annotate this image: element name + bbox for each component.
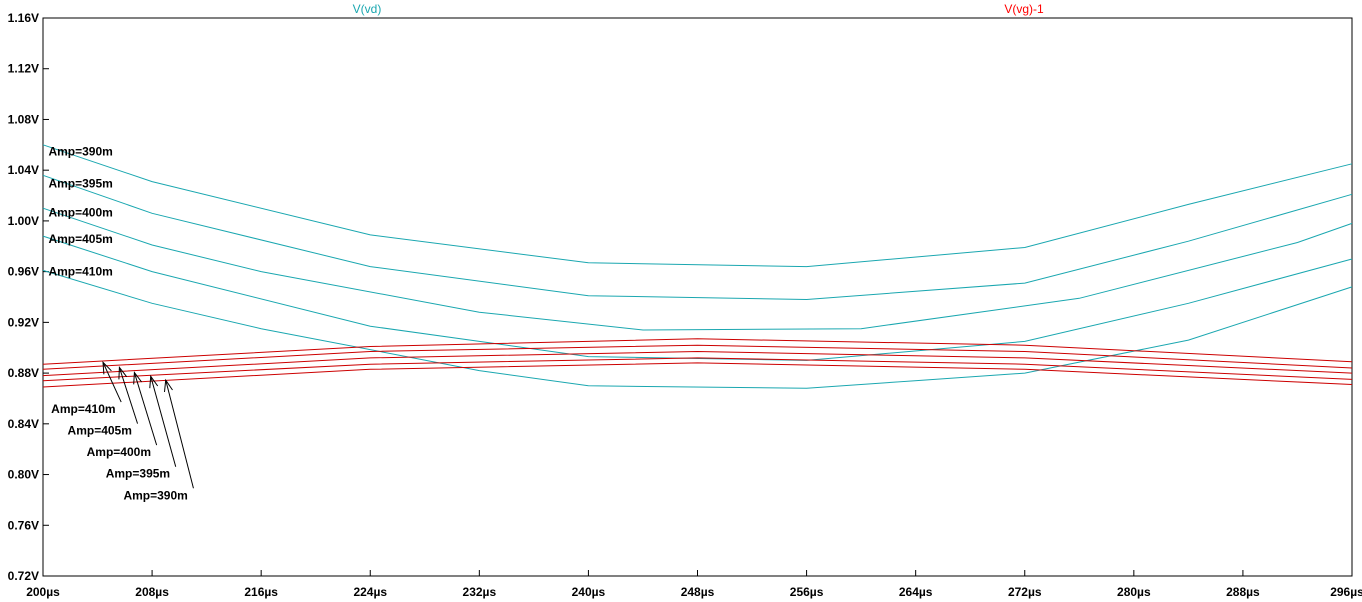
vd-amp-label: Amp=395m: [48, 176, 112, 190]
x-tick-label: 208µs: [135, 585, 169, 599]
y-tick-label: 1.04V: [8, 163, 39, 177]
annotation-arrow: [150, 376, 177, 467]
y-tick-label: 1.12V: [8, 62, 39, 76]
vd-amp-label: Amp=410m: [48, 264, 112, 278]
x-tick-label: 296µs: [1330, 585, 1362, 599]
series-layer: [42, 144, 1353, 389]
x-tick-label: 288µs: [1226, 585, 1260, 599]
y-tick-label: 1.00V: [8, 214, 39, 228]
vg-amp-label: Amp=405m: [68, 424, 132, 438]
x-tick-label: 200µs: [26, 585, 60, 599]
annotation-arrowhead: [133, 371, 142, 385]
x-tick-label: 224µs: [353, 585, 387, 599]
annotation-arrow: [118, 367, 139, 424]
vg-trace: [42, 362, 1353, 388]
vd-trace: [42, 207, 1353, 331]
y-tick-label: 0.80V: [8, 468, 39, 482]
y-tick-label: 0.84V: [8, 417, 39, 431]
vg-amp-label: Amp=395m: [106, 467, 170, 481]
y-tick-label: 0.72V: [8, 569, 39, 583]
vd-amp-label: Amp=405m: [48, 232, 112, 246]
y-tick-label: 0.92V: [8, 315, 39, 329]
vd-trace: [42, 174, 1353, 301]
plot-frame: [42, 17, 1353, 577]
annotation-arrowhead: [149, 374, 159, 389]
x-tick-label: 248µs: [681, 585, 715, 599]
vd-trace: [42, 235, 1353, 361]
vd-amp-label: Amp=400m: [48, 205, 112, 219]
vg-trace: [42, 350, 1353, 377]
vg-trace: [42, 344, 1353, 370]
vd-amp-label: Amp=390m: [48, 145, 112, 159]
trace-title: V(vd): [353, 2, 382, 16]
annotation-arrowhead: [164, 378, 173, 393]
annotation-arrowhead: [118, 366, 128, 380]
vg-trace: [42, 357, 1353, 382]
vg-amp-label: Amp=390m: [123, 488, 187, 502]
x-tick-label: 280µs: [1117, 585, 1151, 599]
x-tick-label: 264µs: [899, 585, 933, 599]
x-tick-label: 232µs: [463, 585, 497, 599]
annotation-arrow: [165, 379, 194, 489]
vg-amp-label: Amp=410m: [51, 402, 115, 416]
x-tick-label: 256µs: [790, 585, 824, 599]
y-tick-label: 0.96V: [8, 265, 39, 279]
x-axis: 200µs 208µs 216µs 224µs 232µs 240µs 248µs 256µs…: [26, 570, 1362, 599]
trace-title: V(vg)-1: [1004, 2, 1044, 16]
x-tick-label: 240µs: [572, 585, 606, 599]
annotation-arrowhead: [102, 360, 112, 375]
y-tick-label: 1.16V: [8, 11, 39, 25]
vg-trace: [42, 338, 1353, 365]
annotations-layer: Amp=390m Amp=395m Amp=400m Amp=405m Amp=410m…: [48, 145, 194, 502]
x-tick-label: 272µs: [1008, 585, 1042, 599]
y-tick-label: 1.08V: [8, 112, 39, 126]
vd-trace: [42, 144, 1353, 268]
y-tick-label: 0.88V: [8, 366, 39, 380]
y-axis: 0.72V 0.76V 0.80V 0.84V 0.88V 0.92V 0.96V 1.00V…: [8, 11, 49, 583]
trace-titles: V(vd) V(vg)-1: [353, 2, 1044, 16]
x-tick-label: 216µs: [244, 585, 278, 599]
annotation-arrow: [133, 372, 158, 446]
plot-border: [42, 17, 1353, 577]
y-tick-label: 0.76V: [8, 518, 39, 532]
annotation-arrow: [102, 362, 122, 403]
vg-amp-label: Amp=400m: [87, 445, 151, 459]
